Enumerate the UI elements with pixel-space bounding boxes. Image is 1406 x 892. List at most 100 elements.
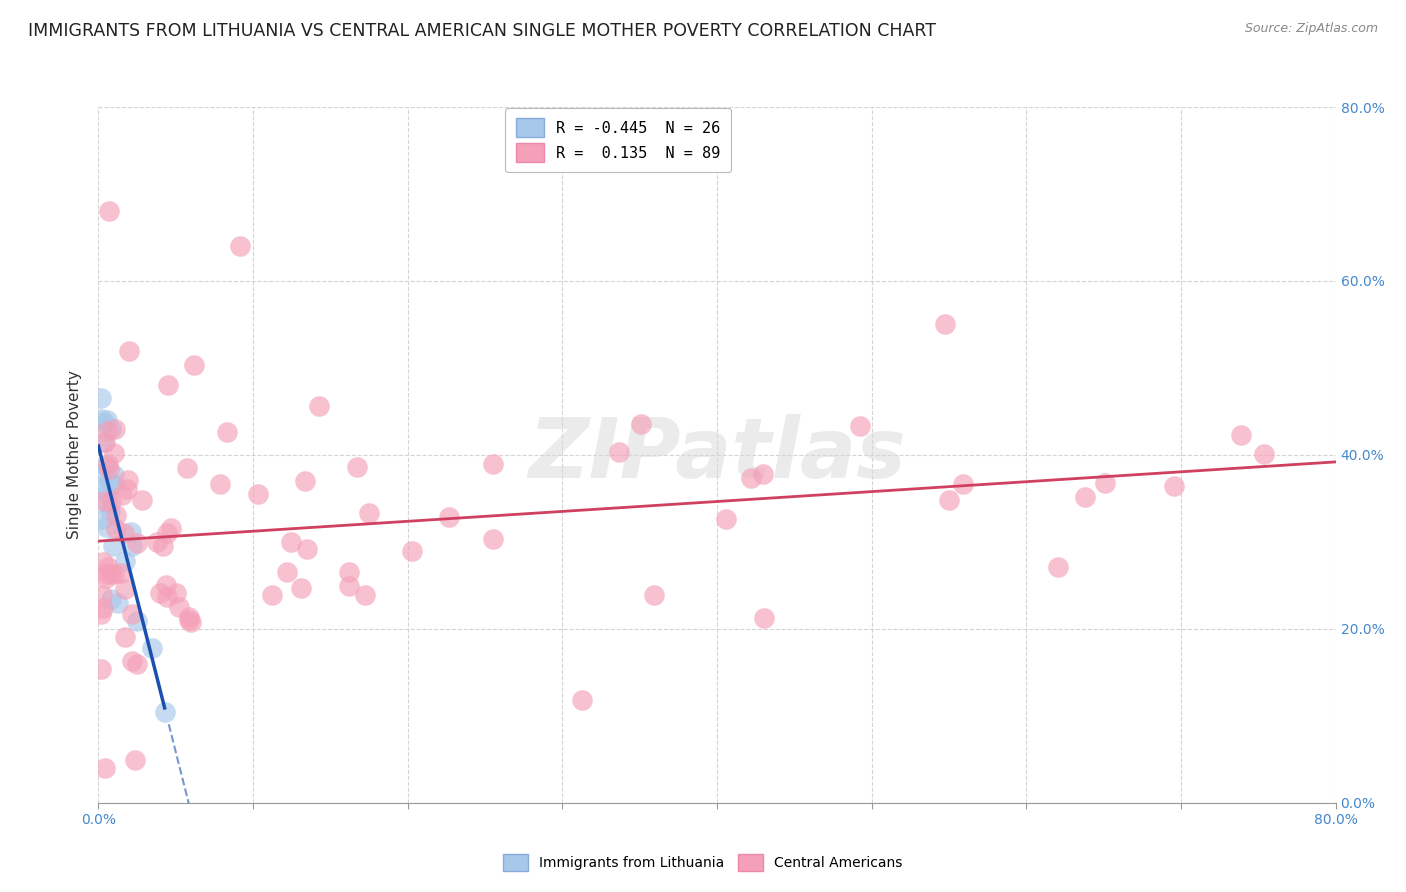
Point: [98, 474, 121, 488]
Point: [359, 506, 381, 520]
Point: [177, 614, 200, 628]
Point: [952, 476, 974, 491]
Point: [121, 607, 143, 621]
Point: [90, 391, 112, 405]
Point: [337, 579, 360, 593]
Point: [117, 473, 139, 487]
Point: [716, 512, 738, 526]
Point: [153, 705, 176, 719]
Point: [93, 494, 115, 508]
Point: [91, 600, 114, 615]
Point: [93, 466, 115, 480]
Y-axis label: Single Mother Poverty: Single Mother Poverty: [67, 370, 83, 540]
Legend: Immigrants from Lithuania, Central Americans: Immigrants from Lithuania, Central Ameri…: [498, 848, 908, 876]
Point: [157, 378, 180, 392]
Point: [96, 571, 118, 585]
Point: [215, 425, 238, 439]
Point: [97, 462, 120, 476]
Point: [90, 607, 112, 621]
Point: [297, 542, 319, 557]
Point: [156, 526, 179, 541]
Point: [90, 662, 112, 676]
Legend: R = -0.445  N = 26, R =  0.135  N = 89: R = -0.445 N = 26, R = 0.135 N = 89: [505, 108, 731, 172]
Point: [481, 457, 503, 471]
Point: [247, 486, 270, 500]
Point: [1163, 479, 1185, 493]
Point: [1230, 428, 1253, 442]
Point: [114, 554, 136, 568]
Point: [1094, 475, 1116, 490]
Point: [115, 482, 138, 496]
Point: [437, 509, 460, 524]
Point: [120, 525, 142, 540]
Point: [114, 582, 136, 596]
Point: [337, 565, 360, 579]
Point: [101, 540, 124, 554]
Point: [103, 476, 125, 491]
Point: [100, 421, 122, 435]
Point: [103, 567, 125, 582]
Point: [97, 204, 120, 219]
Point: [96, 424, 118, 438]
Point: [938, 492, 960, 507]
Point: [114, 631, 136, 645]
Point: [141, 640, 163, 655]
Point: [280, 535, 302, 549]
Point: [97, 458, 120, 472]
Text: Source: ZipAtlas.com: Source: ZipAtlas.com: [1244, 22, 1378, 36]
Point: [229, 239, 252, 253]
Point: [104, 422, 127, 436]
Point: [208, 477, 231, 491]
Point: [127, 614, 149, 628]
Point: [90, 481, 112, 495]
Point: [156, 590, 179, 604]
Point: [91, 555, 114, 569]
Point: [260, 587, 283, 601]
Point: [183, 358, 205, 372]
Point: [131, 492, 153, 507]
Point: [124, 753, 146, 767]
Point: [110, 566, 132, 580]
Point: [121, 654, 143, 668]
Point: [401, 544, 423, 558]
Point: [104, 508, 127, 522]
Point: [96, 485, 118, 500]
Point: [96, 413, 118, 427]
Point: [290, 581, 312, 595]
Point: [180, 615, 202, 630]
Point: [100, 493, 122, 508]
Point: [100, 592, 122, 607]
Point: [125, 536, 148, 550]
Point: [751, 467, 773, 482]
Point: [121, 539, 143, 553]
Point: [571, 693, 593, 707]
Point: [155, 578, 177, 592]
Point: [94, 458, 117, 473]
Point: [98, 504, 121, 518]
Point: [104, 522, 127, 536]
Point: [90, 588, 112, 602]
Point: [107, 596, 129, 610]
Point: [93, 435, 115, 450]
Point: [149, 585, 172, 599]
Point: [94, 434, 117, 449]
Point: [354, 588, 377, 602]
Point: [1046, 560, 1069, 574]
Point: [346, 459, 368, 474]
Point: [103, 446, 125, 460]
Point: [934, 318, 956, 332]
Point: [308, 399, 330, 413]
Point: [97, 559, 120, 574]
Point: [91, 512, 114, 526]
Point: [94, 761, 117, 775]
Point: [167, 599, 190, 614]
Point: [111, 488, 134, 502]
Text: ZIPatlas: ZIPatlas: [529, 415, 905, 495]
Point: [112, 526, 135, 541]
Point: [176, 460, 198, 475]
Point: [609, 445, 631, 459]
Point: [118, 343, 141, 358]
Point: [482, 532, 505, 546]
Point: [276, 565, 298, 579]
Point: [165, 586, 187, 600]
